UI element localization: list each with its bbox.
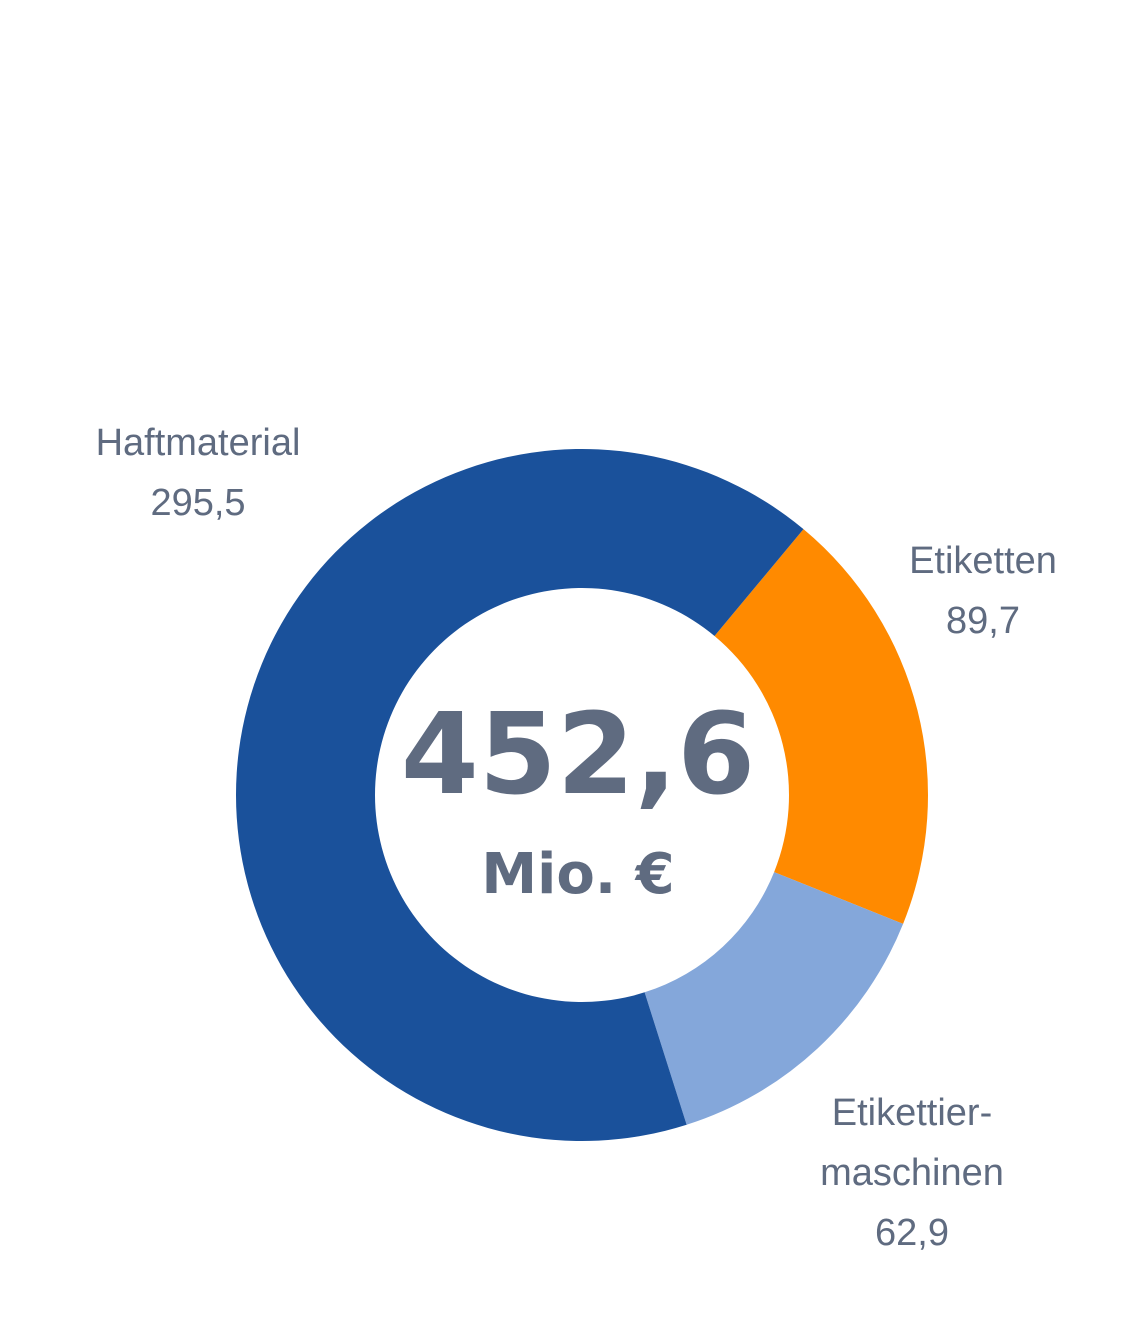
donut-slice	[236, 449, 804, 1141]
center-total: 452,6	[401, 690, 755, 820]
donut-slice	[644, 872, 904, 1125]
slice-value: 89,7	[946, 600, 1020, 642]
donut-slice	[714, 529, 928, 924]
slice-value: 295,5	[150, 482, 245, 524]
slice-label: Etiketten	[909, 540, 1057, 582]
slice-label: Etikettier-maschinen	[820, 1092, 1004, 1194]
slice-label: Haftmaterial	[96, 422, 301, 464]
center-unit: Mio. €	[481, 842, 674, 907]
slice-value: 62,9	[875, 1212, 949, 1254]
